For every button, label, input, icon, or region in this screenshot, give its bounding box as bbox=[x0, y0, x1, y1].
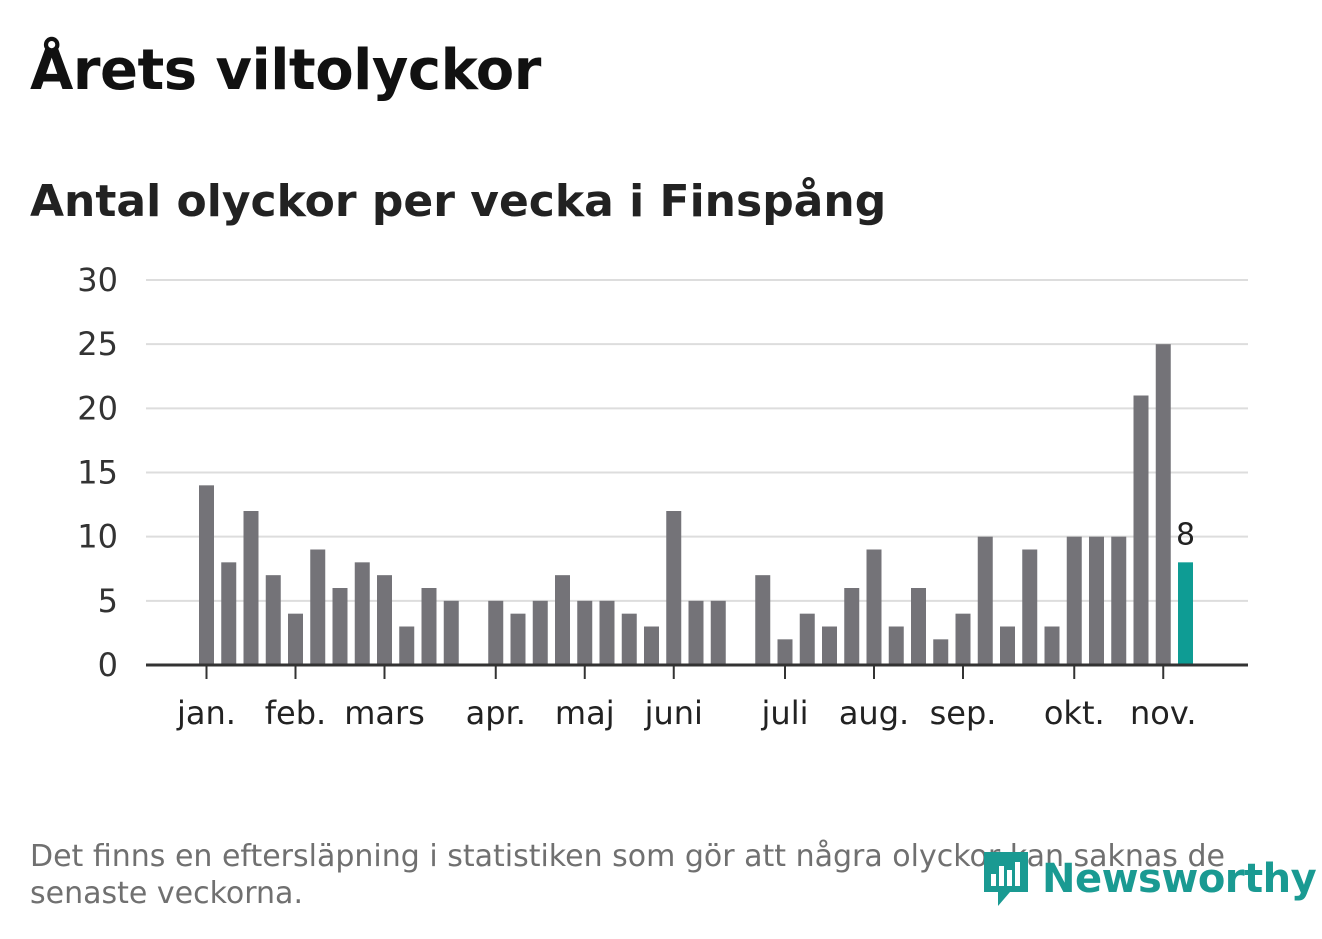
bar bbox=[955, 613, 971, 665]
x-tick-label: juli bbox=[761, 694, 809, 732]
bar bbox=[399, 626, 415, 665]
bar bbox=[977, 536, 993, 665]
bar bbox=[577, 600, 593, 665]
x-tick-label: apr. bbox=[466, 694, 526, 732]
y-tick-label: 5 bbox=[98, 582, 118, 620]
y-tick-label: 10 bbox=[77, 518, 118, 556]
data-label: 8 bbox=[1176, 517, 1195, 552]
bars bbox=[199, 344, 1193, 665]
bar bbox=[844, 588, 860, 665]
y-tick-label: 25 bbox=[77, 325, 118, 363]
bar bbox=[1022, 549, 1038, 665]
bar bbox=[510, 613, 526, 665]
x-tick-label: juni bbox=[644, 694, 703, 732]
bar bbox=[1155, 344, 1171, 665]
bar bbox=[443, 600, 459, 665]
bar bbox=[377, 575, 392, 665]
bar bbox=[1066, 536, 1082, 665]
bar bbox=[777, 639, 793, 665]
bar bbox=[488, 600, 504, 665]
bar bbox=[1111, 536, 1127, 665]
x-tick-label: okt. bbox=[1044, 694, 1105, 732]
bar bbox=[532, 600, 548, 665]
bar bbox=[1000, 626, 1015, 665]
bar bbox=[1089, 536, 1104, 665]
x-axis: jan. feb. mars apr. maj juni juli aug. sep. okt. n… bbox=[146, 663, 1248, 732]
bar bbox=[1178, 562, 1193, 665]
y-tick-label: 30 bbox=[77, 261, 118, 299]
bar bbox=[332, 588, 348, 665]
bar bbox=[288, 613, 303, 665]
bar bbox=[911, 588, 926, 665]
newsworthy-chart-icon bbox=[984, 852, 1028, 906]
bar bbox=[599, 600, 615, 665]
x-tick-label: feb. bbox=[265, 694, 326, 732]
y-tick-label: 15 bbox=[77, 454, 118, 492]
bar bbox=[221, 562, 237, 665]
data-labels: 8 bbox=[1176, 517, 1195, 552]
bar bbox=[755, 575, 771, 665]
x-tick-label: aug. bbox=[839, 694, 909, 732]
logo-text: Newsworthy bbox=[1042, 856, 1317, 902]
chart-title: Årets viltolyckor bbox=[30, 38, 541, 103]
bar bbox=[1133, 395, 1149, 665]
x-tick-label: maj bbox=[555, 694, 615, 732]
y-axis-ticks: 0 5 10 15 20 25 30 bbox=[77, 261, 118, 684]
x-tick-label: jan. bbox=[176, 694, 236, 732]
bar bbox=[644, 626, 659, 665]
bar bbox=[822, 626, 837, 665]
y-tick-label: 20 bbox=[77, 389, 118, 427]
bar bbox=[710, 600, 726, 665]
bar bbox=[621, 613, 637, 665]
bar bbox=[421, 588, 437, 665]
y-tick-label: 0 bbox=[98, 646, 118, 684]
newsworthy-logo: Newsworthy bbox=[980, 848, 1317, 910]
bar bbox=[666, 511, 682, 665]
x-tick-label: mars bbox=[344, 694, 425, 732]
bar bbox=[688, 600, 704, 665]
bar-chart: 0 5 10 15 20 25 30 jan. feb. mars apr. maj juni juli… bbox=[77, 261, 1248, 732]
bar bbox=[799, 613, 815, 665]
bar bbox=[354, 562, 370, 665]
bar bbox=[310, 549, 326, 665]
bar bbox=[933, 639, 949, 665]
x-tick-label: nov. bbox=[1130, 694, 1196, 732]
bar bbox=[866, 549, 882, 665]
bar bbox=[888, 626, 904, 665]
bar bbox=[243, 511, 259, 665]
bar bbox=[199, 485, 214, 665]
bar bbox=[265, 575, 281, 665]
bar bbox=[1044, 626, 1060, 665]
chart-subtitle: Antal olyckor per vecka i Finspång bbox=[30, 176, 887, 227]
x-tick-label: sep. bbox=[930, 694, 997, 732]
bar bbox=[555, 575, 570, 665]
